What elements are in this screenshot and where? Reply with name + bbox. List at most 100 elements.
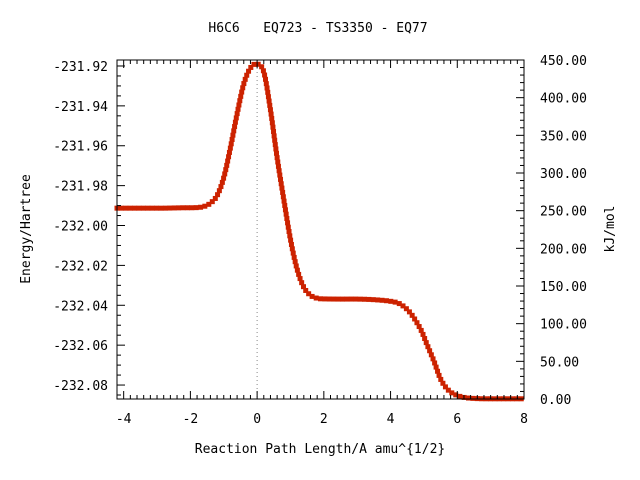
x-tick-label: -4	[116, 412, 132, 427]
path-point-marker	[271, 133, 277, 139]
path-point-marker	[219, 179, 225, 185]
path-point-marker	[206, 201, 212, 207]
path-point-marker	[427, 348, 433, 354]
path-point-marker	[230, 132, 236, 138]
path-point-marker	[145, 205, 151, 211]
path-point-marker	[445, 387, 451, 393]
path-point-marker	[123, 205, 129, 211]
y2-tick-label: 100.00	[540, 318, 587, 333]
path-point-marker	[273, 150, 279, 156]
path-point-marker	[281, 198, 287, 204]
path-point-marker	[240, 85, 246, 91]
path-point-marker	[118, 205, 124, 211]
path-point-marker	[215, 192, 221, 198]
path-point-marker	[278, 181, 284, 187]
path-point-marker	[238, 93, 244, 99]
path-point-marker	[422, 336, 428, 342]
path-point-marker	[278, 176, 284, 182]
path-point-marker	[226, 154, 232, 160]
path-point-marker	[297, 276, 303, 282]
path-point-marker	[237, 98, 243, 104]
y-tick-label: -232.02	[53, 259, 108, 274]
path-point-marker	[289, 246, 295, 252]
x-tick-label: 6	[453, 412, 461, 427]
path-point-marker	[233, 115, 239, 121]
path-point-marker	[275, 159, 281, 165]
path-point-marker	[409, 312, 415, 318]
path-point-marker	[285, 220, 291, 226]
path-point-marker	[406, 309, 412, 315]
x-axis: -4 -2 0 2 4 6 8	[116, 60, 528, 427]
y-tick-label: -232.08	[53, 379, 108, 394]
path-point-marker	[154, 205, 160, 211]
path-point-marker	[224, 162, 230, 168]
path-point-marker	[136, 205, 142, 211]
path-point-marker	[272, 142, 278, 148]
path-point-marker	[260, 68, 266, 74]
path-point-marker	[244, 72, 250, 78]
x-tick-label: 8	[520, 412, 528, 427]
path-point-marker	[246, 68, 252, 74]
path-point-marker	[193, 205, 199, 211]
path-point-marker	[303, 287, 309, 293]
path-point-marker	[291, 254, 297, 260]
y-tick-label: -232.04	[53, 299, 108, 314]
path-point-marker	[340, 296, 346, 302]
plot-frame	[116, 59, 525, 400]
path-point-marker	[423, 340, 429, 346]
y-tick-label: -231.98	[53, 180, 108, 195]
path-point-marker	[313, 295, 319, 301]
x-tick-label: -2	[183, 412, 199, 427]
y2-tick-label: 200.00	[540, 242, 587, 257]
x-tick-label: 0	[253, 412, 261, 427]
x-tick-label: 4	[387, 412, 395, 427]
path-point-marker	[223, 167, 229, 173]
path-point-marker	[227, 145, 233, 151]
y2-axis-title: kJ/mol	[603, 206, 618, 253]
path-point-marker	[236, 102, 242, 108]
y-tick-label: -231.92	[53, 60, 108, 75]
path-point-marker	[232, 124, 238, 130]
y2-tick-label: 400.00	[540, 92, 587, 107]
path-point-marker	[184, 205, 190, 211]
path-point-marker	[263, 81, 269, 87]
path-point-marker	[232, 119, 238, 125]
path-point-marker	[470, 395, 476, 401]
path-point-marker	[318, 296, 324, 302]
path-point-marker	[239, 89, 245, 95]
path-point-marker	[353, 296, 359, 302]
path-point-marker	[309, 293, 315, 299]
path-point-marker	[282, 202, 288, 208]
path-point-marker	[396, 301, 402, 307]
path-point-marker	[234, 111, 240, 117]
path-point-marker	[127, 205, 133, 211]
path-point-marker	[388, 298, 394, 304]
path-point-marker	[231, 128, 237, 134]
path-point-marker	[284, 215, 290, 221]
path-point-marker	[271, 129, 277, 135]
path-point-marker	[287, 233, 293, 239]
path-point-marker	[430, 356, 436, 362]
path-point-marker	[251, 61, 257, 67]
path-point-marker	[435, 368, 441, 374]
path-point-marker	[266, 98, 272, 104]
y-tick-label: -232.00	[53, 220, 108, 235]
path-point-marker	[453, 392, 459, 398]
path-point-marker	[425, 344, 431, 350]
y2-tick-label: 250.00	[540, 205, 587, 220]
path-point-marker	[400, 303, 406, 309]
path-point-marker	[392, 299, 398, 305]
path-point-marker	[288, 237, 294, 243]
path-point-marker	[268, 111, 274, 117]
path-point-marker	[265, 89, 271, 95]
path-point-marker	[362, 296, 368, 302]
path-point-marker	[262, 72, 268, 78]
path-point-marker	[322, 296, 328, 302]
path-point-marker	[331, 296, 337, 302]
path-point-marker	[140, 205, 146, 211]
path-point-marker	[202, 203, 208, 209]
path-point-marker	[344, 296, 350, 302]
path-point-marker	[209, 199, 215, 205]
